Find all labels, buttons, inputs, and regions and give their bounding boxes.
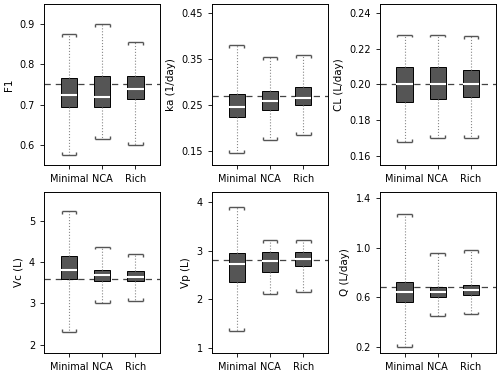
- PathPatch shape: [94, 76, 110, 106]
- Y-axis label: Q (L/day): Q (L/day): [340, 249, 350, 296]
- PathPatch shape: [430, 287, 446, 297]
- PathPatch shape: [127, 271, 144, 281]
- PathPatch shape: [60, 256, 78, 279]
- PathPatch shape: [228, 94, 245, 117]
- PathPatch shape: [295, 252, 312, 266]
- Y-axis label: Vc (L): Vc (L): [14, 258, 24, 287]
- Y-axis label: ka (1/day): ka (1/day): [166, 58, 175, 111]
- Y-axis label: CL (L/day): CL (L/day): [334, 58, 344, 111]
- PathPatch shape: [462, 285, 479, 295]
- PathPatch shape: [60, 79, 78, 106]
- PathPatch shape: [396, 282, 413, 302]
- PathPatch shape: [396, 67, 413, 102]
- PathPatch shape: [295, 87, 312, 105]
- PathPatch shape: [430, 67, 446, 99]
- Y-axis label: F1: F1: [4, 78, 14, 91]
- Y-axis label: Vp (L): Vp (L): [181, 257, 191, 288]
- PathPatch shape: [462, 70, 479, 97]
- PathPatch shape: [127, 76, 144, 99]
- PathPatch shape: [94, 270, 110, 281]
- PathPatch shape: [262, 91, 278, 110]
- PathPatch shape: [262, 252, 278, 273]
- PathPatch shape: [228, 253, 245, 282]
